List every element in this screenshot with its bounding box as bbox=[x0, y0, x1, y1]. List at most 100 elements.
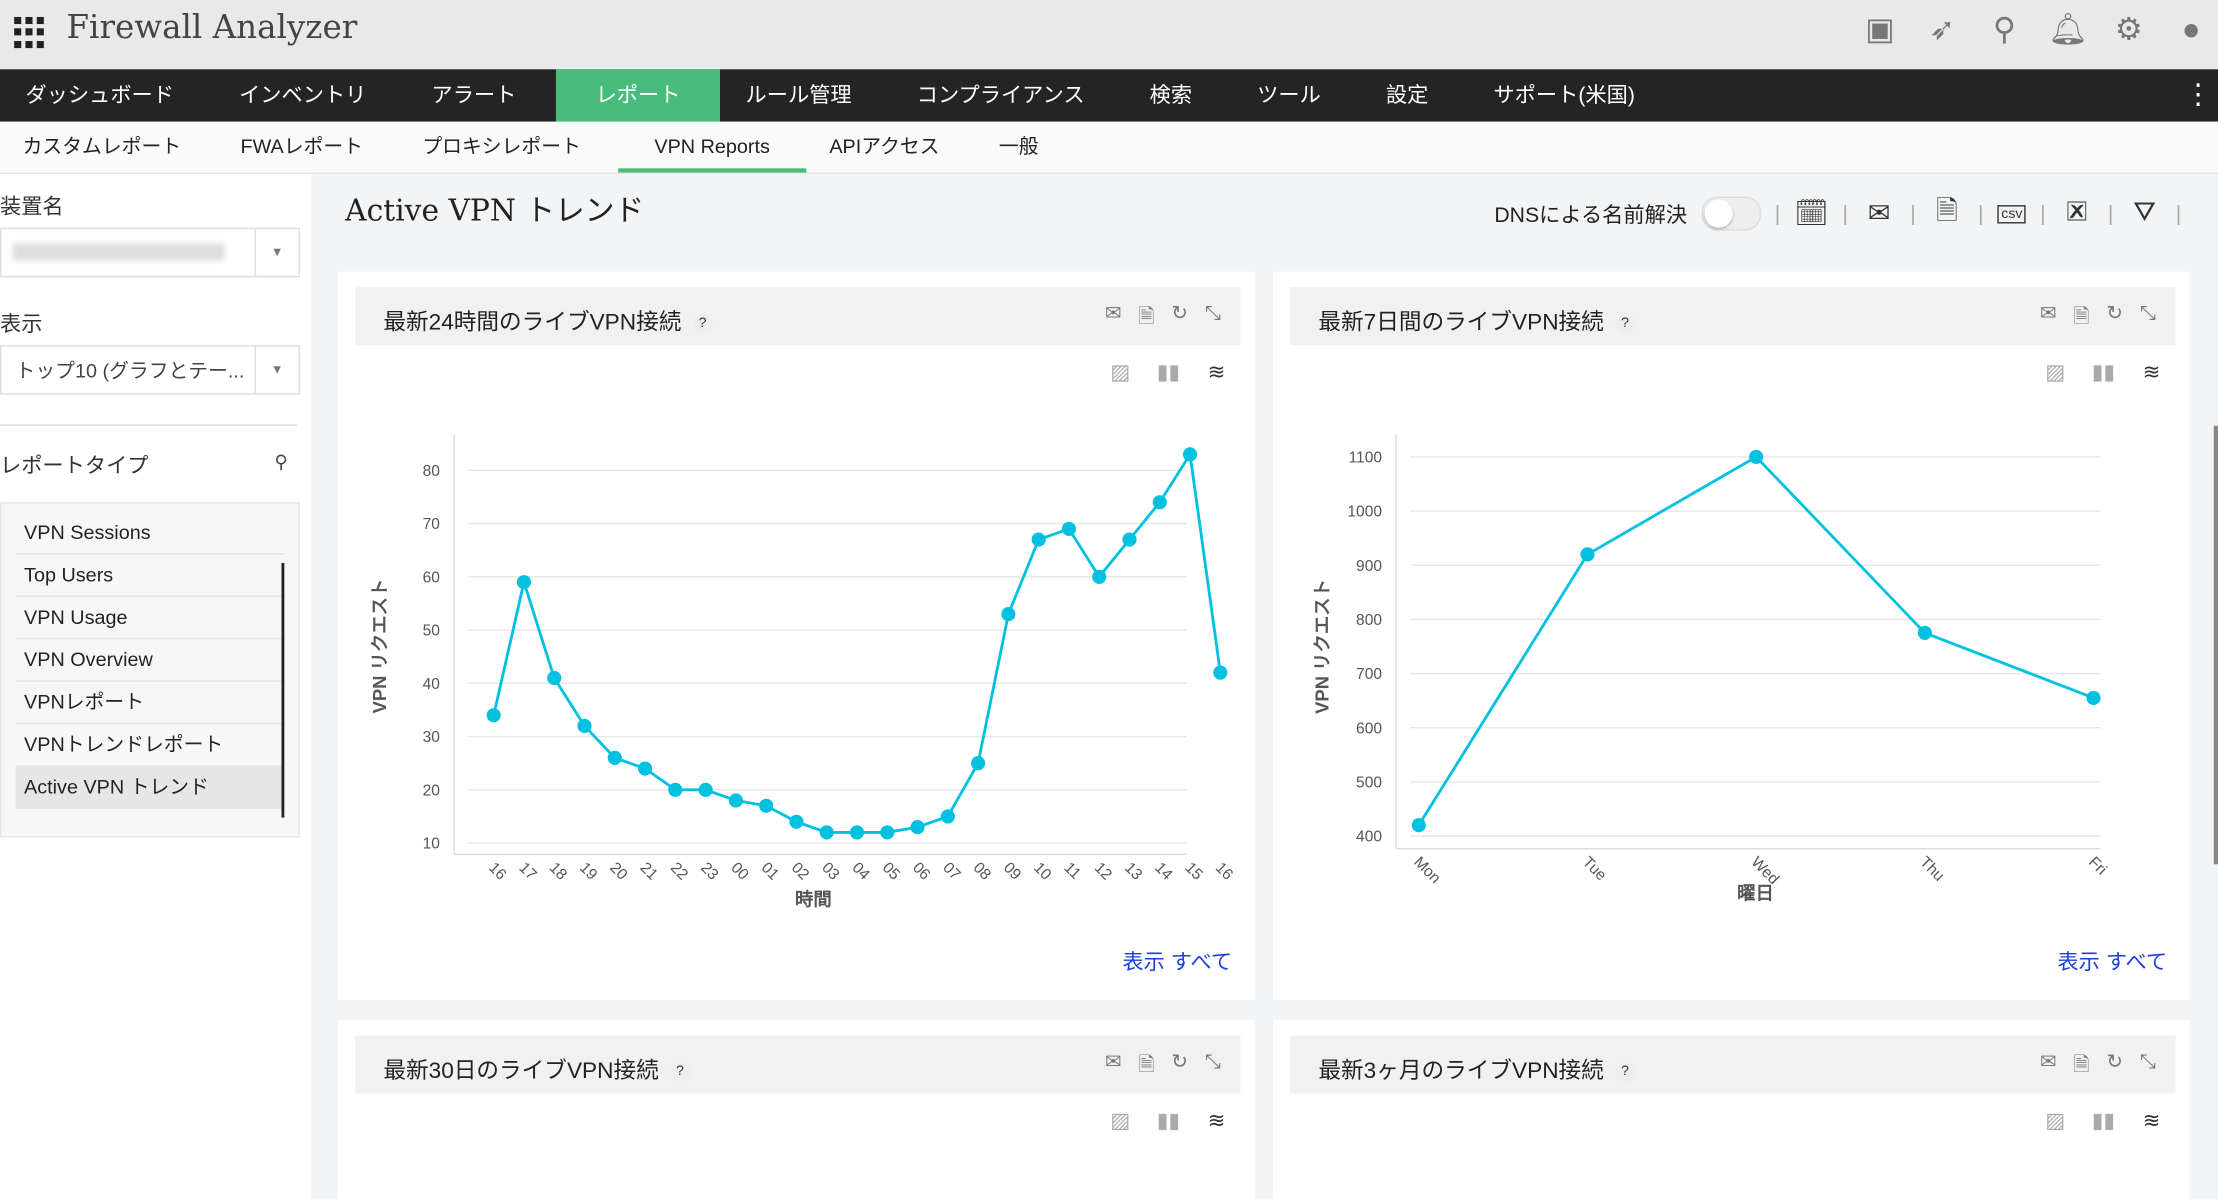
bar-chart-icon[interactable]: ▮▮ bbox=[2091, 1108, 2116, 1134]
pdf-icon[interactable]: 🗎 bbox=[1138, 304, 1155, 327]
subnav-tab[interactable]: APIアクセス bbox=[829, 134, 940, 158]
line-chart-icon[interactable]: ≋ bbox=[1207, 1108, 1226, 1134]
report-type-item[interactable]: Active VPN トレンド bbox=[15, 766, 285, 810]
nav-item[interactable]: ダッシュボード bbox=[25, 83, 175, 108]
user-avatar-icon[interactable]: ● bbox=[2181, 11, 2201, 47]
bar-chart-icon[interactable]: ▮▮ bbox=[1156, 1108, 1181, 1134]
bell-icon[interactable]: 🔔︎ bbox=[2048, 11, 2088, 47]
filter-icon[interactable]: ⛛ bbox=[2133, 198, 2156, 228]
x-tick-label: Mon bbox=[1410, 854, 1443, 887]
csv-icon[interactable]: csv bbox=[1997, 204, 2027, 223]
report-type-item[interactable]: VPNトレンドレポート bbox=[15, 724, 285, 767]
pdf-icon[interactable]: 🗎 bbox=[1936, 196, 1958, 227]
subnav-tab[interactable]: VPN Reports bbox=[617, 122, 807, 173]
area-chart-icon[interactable]: ▨ bbox=[2045, 360, 2066, 385]
list-scrollbar[interactable] bbox=[281, 562, 285, 818]
mail-icon[interactable]: ✉ bbox=[1867, 198, 1891, 229]
x-tick-label: 02 bbox=[788, 859, 812, 883]
show-all-link[interactable]: 表示 すべて bbox=[1122, 950, 1233, 975]
app-grid-icon[interactable] bbox=[14, 16, 45, 48]
x-tick-label: 23 bbox=[697, 859, 721, 883]
minimize-icon[interactable]: ⤡ bbox=[1204, 1049, 1221, 1073]
refresh-icon[interactable]: ↻ bbox=[2106, 301, 2123, 324]
x-axis-title: 曜日 bbox=[1737, 883, 1774, 904]
line-chart-icon[interactable]: ≋ bbox=[1207, 360, 1226, 385]
subnav-tab[interactable]: カスタムレポート bbox=[22, 134, 182, 158]
y-tick-label: 50 bbox=[423, 623, 441, 640]
nav-item[interactable]: レポート bbox=[555, 69, 721, 122]
report-type-item[interactable]: VPN Usage bbox=[15, 597, 285, 640]
data-point bbox=[486, 708, 501, 723]
minimize-icon[interactable]: ⤡ bbox=[2139, 301, 2156, 324]
panel-title: 最新3ヶ月のライブVPN接続? bbox=[1318, 1051, 1635, 1085]
bar-chart-icon[interactable]: ▮▮ bbox=[2091, 360, 2116, 385]
search-icon[interactable]: ⚲ bbox=[1992, 11, 2016, 47]
y-tick-label: 30 bbox=[423, 729, 441, 746]
more-menu-icon[interactable]: ⋮ bbox=[2184, 79, 2213, 111]
data-point bbox=[1182, 447, 1198, 462]
nav-item[interactable]: 検索 bbox=[1149, 83, 1193, 108]
nav-item[interactable]: サポート(米国) bbox=[1493, 83, 1635, 108]
data-point bbox=[577, 718, 592, 733]
report-type-item[interactable]: VPN Sessions bbox=[15, 512, 285, 555]
pdf-icon[interactable]: 🗎 bbox=[2073, 1052, 2090, 1076]
mail-icon[interactable]: ✉ bbox=[1104, 1049, 1122, 1073]
help-icon[interactable]: ? bbox=[692, 314, 713, 334]
scrollbar[interactable] bbox=[2213, 425, 2218, 865]
report-type-item[interactable]: VPNレポート bbox=[15, 682, 285, 725]
sub-nav: カスタムレポート FWAレポート プロキシレポート VPN Reports APIアクセ… bbox=[0, 121, 2218, 174]
dns-label: DNSによる名前解決 bbox=[1494, 202, 1688, 228]
subnav-tab[interactable]: FWAレポート bbox=[240, 134, 363, 158]
nav-item[interactable]: インベントリ bbox=[239, 83, 367, 108]
data-point bbox=[516, 575, 532, 590]
minimize-icon[interactable]: ⤡ bbox=[2139, 1049, 2156, 1073]
help-icon[interactable]: ? bbox=[1615, 1062, 1635, 1083]
help-icon[interactable]: ? bbox=[670, 1062, 690, 1083]
minimize-icon[interactable]: ⤡ bbox=[1204, 301, 1221, 324]
panel-title: 最新24時間のライブVPN接続? bbox=[383, 303, 713, 337]
refresh-icon[interactable]: ↻ bbox=[2106, 1049, 2123, 1073]
mail-icon[interactable]: ✉ bbox=[1104, 301, 1122, 324]
subnav-tab[interactable]: 一般 bbox=[998, 134, 1039, 158]
y-axis-title: VPN リクエスト bbox=[1311, 579, 1332, 714]
nav-item[interactable]: ツール bbox=[1257, 83, 1321, 108]
x-tick-label: 01 bbox=[758, 859, 782, 883]
show-all-link[interactable]: 表示 すべて bbox=[2057, 950, 2168, 975]
x-tick-label: 22 bbox=[667, 859, 691, 883]
refresh-icon[interactable]: ↻ bbox=[1171, 301, 1188, 324]
presentation-icon[interactable]: ▣ bbox=[1865, 11, 1895, 47]
nav-item[interactable]: ルール管理 bbox=[745, 83, 852, 108]
rocket-icon[interactable]: ➶ bbox=[1929, 11, 1956, 47]
device-select[interactable]: ▼ bbox=[0, 227, 300, 278]
display-select[interactable]: トップ10 (グラフとテー... ▼ bbox=[0, 345, 300, 395]
subnav-tab[interactable]: プロキシレポート bbox=[422, 134, 581, 158]
report-type-item[interactable]: VPN Overview bbox=[15, 639, 285, 682]
nav-item[interactable]: コンプライアンス bbox=[916, 83, 1085, 108]
area-chart-icon[interactable]: ▨ bbox=[1110, 360, 1131, 385]
search-icon[interactable]: ⚲ bbox=[274, 451, 288, 473]
area-chart-icon[interactable]: ▨ bbox=[2045, 1108, 2066, 1134]
mail-icon[interactable]: ✉ bbox=[2039, 301, 2057, 324]
gear-icon[interactable]: ⚙ bbox=[2114, 11, 2143, 47]
mail-icon[interactable]: ✉ bbox=[2039, 1049, 2057, 1073]
area-chart-icon[interactable]: ▨ bbox=[1110, 1108, 1131, 1134]
dns-toggle[interactable] bbox=[1701, 196, 1761, 231]
bar-chart-icon[interactable]: ▮▮ bbox=[1156, 360, 1181, 385]
nav-item[interactable]: アラート bbox=[431, 83, 517, 108]
line-chart-icon[interactable]: ≋ bbox=[2142, 360, 2161, 385]
schedule-icon[interactable]: 🗓︎ bbox=[1794, 199, 1829, 230]
refresh-icon[interactable]: ↻ bbox=[1171, 1049, 1188, 1073]
pdf-icon[interactable]: 🗎 bbox=[2073, 304, 2090, 327]
x-tick-label: 19 bbox=[576, 859, 600, 883]
line-chart-icon[interactable]: ≋ bbox=[2142, 1108, 2161, 1134]
excel-icon[interactable]: 🗷 bbox=[2066, 198, 2087, 228]
report-type-item[interactable]: Top Users bbox=[15, 554, 285, 597]
data-point bbox=[1152, 495, 1167, 510]
nav-item[interactable]: 設定 bbox=[1385, 83, 1429, 108]
data-point bbox=[1031, 532, 1046, 547]
pdf-icon[interactable]: 🗎 bbox=[1138, 1052, 1155, 1076]
sidebar: 装置名 ▼ 表示 トップ10 (グラフとテー... ▼ レポートタイプ ⚲ VPN… bbox=[0, 173, 312, 1200]
help-icon[interactable]: ? bbox=[1615, 314, 1635, 334]
x-tick-label: 06 bbox=[909, 859, 933, 883]
x-tick-label: Tue bbox=[1579, 854, 1610, 885]
